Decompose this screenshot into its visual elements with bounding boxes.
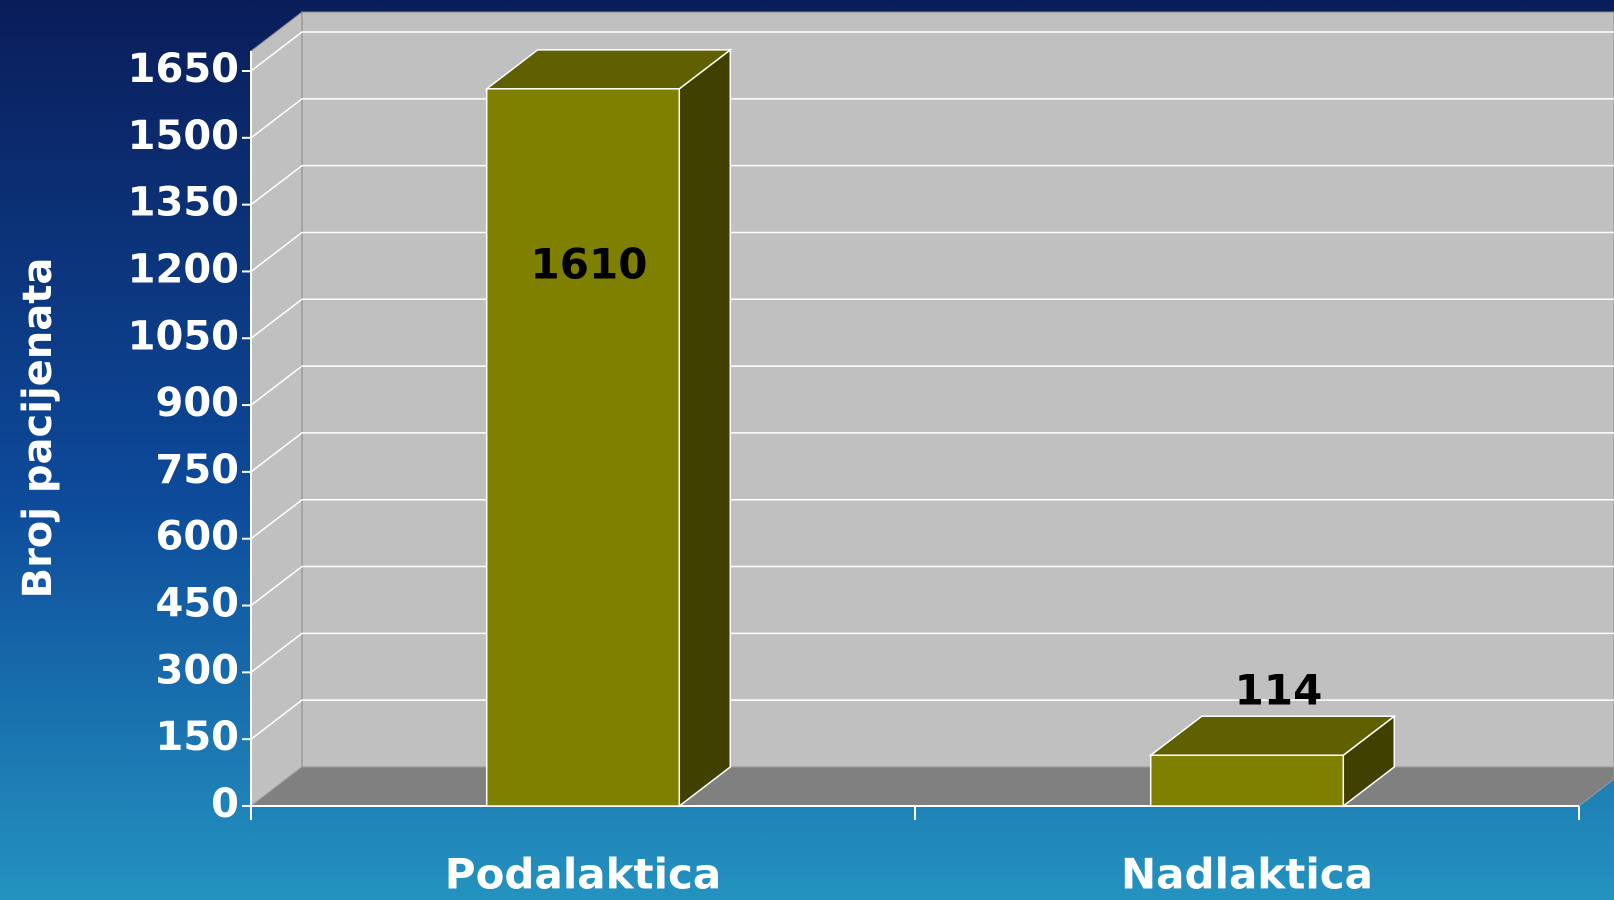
y-tick-label: 450	[156, 581, 240, 627]
grid-line	[250, 231, 1614, 273]
grid-line	[250, 365, 1614, 406]
y-axis-label: Broj pacijenata	[15, 258, 61, 599]
y-tick-label: 1650	[128, 46, 239, 92]
grid-line	[250, 164, 1614, 206]
y-tick-label: 150	[156, 714, 240, 760]
bar-side	[678, 48, 732, 808]
y-tick-label: 1350	[128, 180, 239, 226]
grid-line	[250, 432, 1614, 473]
y-tick-label: 300	[156, 647, 240, 693]
data-label: 1610	[531, 239, 648, 288]
grid-line	[250, 565, 1614, 607]
x-tick-label: Nadlaktica	[1121, 850, 1373, 899]
x-tick-label: Podalaktica	[445, 850, 721, 899]
bar-front	[1149, 754, 1345, 807]
y-tick-label: 1500	[128, 113, 239, 159]
grid-line	[250, 98, 1614, 139]
y-tick-label: 1200	[128, 246, 239, 292]
grid-line	[250, 632, 1614, 673]
y-tick-label: 1050	[128, 313, 239, 359]
grid-line	[250, 498, 1614, 540]
data-label: 114	[1235, 666, 1323, 715]
y-tick-label: 600	[156, 514, 240, 560]
y-tick-label: 750	[156, 447, 240, 493]
grid-line	[250, 298, 1614, 339]
bar	[484, 48, 733, 808]
y-tick-label: 900	[156, 380, 240, 426]
grid-line	[250, 31, 1614, 72]
plot-area: 0 150 300 450 600 750 900 1050 1200 1350 1500 1650 P…	[128, 10, 1614, 899]
y-tick-label: 0	[211, 781, 239, 827]
bar-front	[485, 88, 681, 807]
bar	[1148, 714, 1397, 808]
grid-line	[250, 699, 1614, 740]
floor	[249, 766, 1614, 807]
